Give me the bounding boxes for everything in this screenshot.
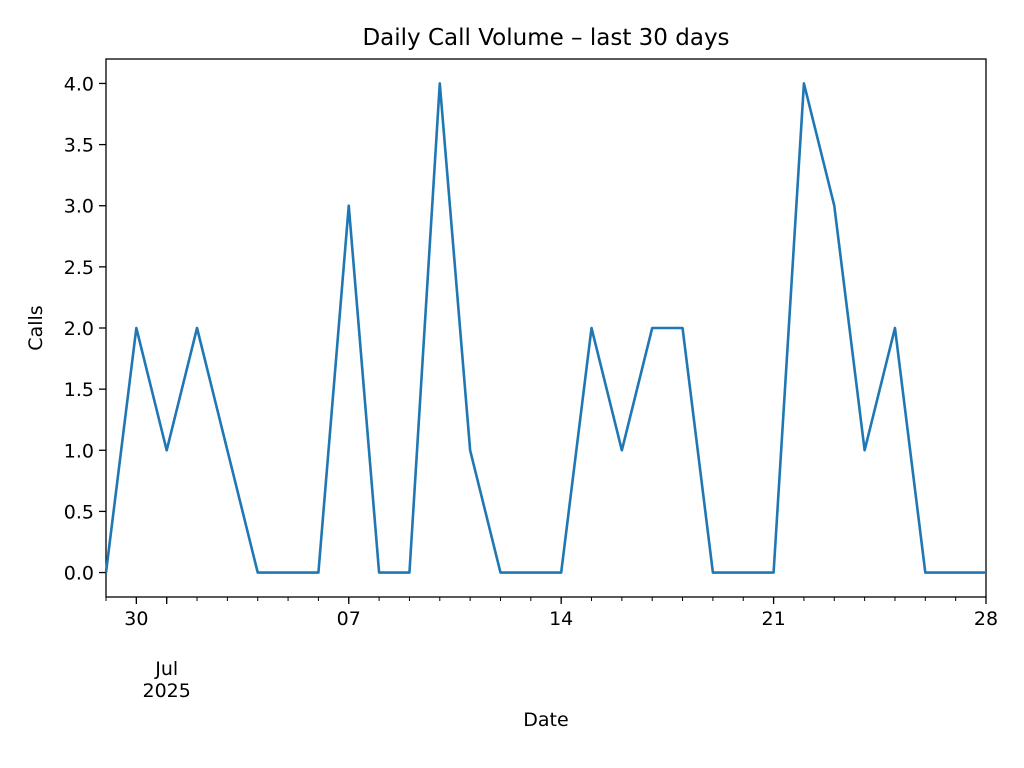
y-tick-label: 2.5 bbox=[64, 257, 94, 279]
x-tick-label: 28 bbox=[974, 608, 998, 630]
y-tick-label: 4.0 bbox=[64, 73, 94, 95]
y-tick-label: 0.5 bbox=[64, 501, 94, 523]
axes-frame bbox=[105, 58, 987, 598]
x-tick-label: 07 bbox=[337, 608, 361, 630]
x-tick-label: 21 bbox=[761, 608, 785, 630]
y-axis-label: Calls bbox=[25, 305, 47, 350]
y-tick-label: 3.0 bbox=[64, 196, 94, 218]
y-tick-label: 3.5 bbox=[64, 135, 94, 157]
x-tick-sublabel: Jul bbox=[154, 658, 178, 680]
x-tick-sublabel: 2025 bbox=[143, 680, 191, 702]
series-line bbox=[104, 82, 986, 574]
y-tick-label: 2.0 bbox=[64, 318, 94, 340]
x-tick-label: 30 bbox=[124, 608, 148, 630]
x-axis-label: Date bbox=[523, 709, 568, 731]
y-tick-label: 1.0 bbox=[64, 440, 94, 462]
y-tick-label: 0.0 bbox=[64, 563, 94, 585]
y-tick-label: 1.5 bbox=[64, 379, 94, 401]
chart-title: Daily Call Volume – last 30 days bbox=[362, 25, 729, 51]
x-tick-label: 14 bbox=[549, 608, 573, 630]
